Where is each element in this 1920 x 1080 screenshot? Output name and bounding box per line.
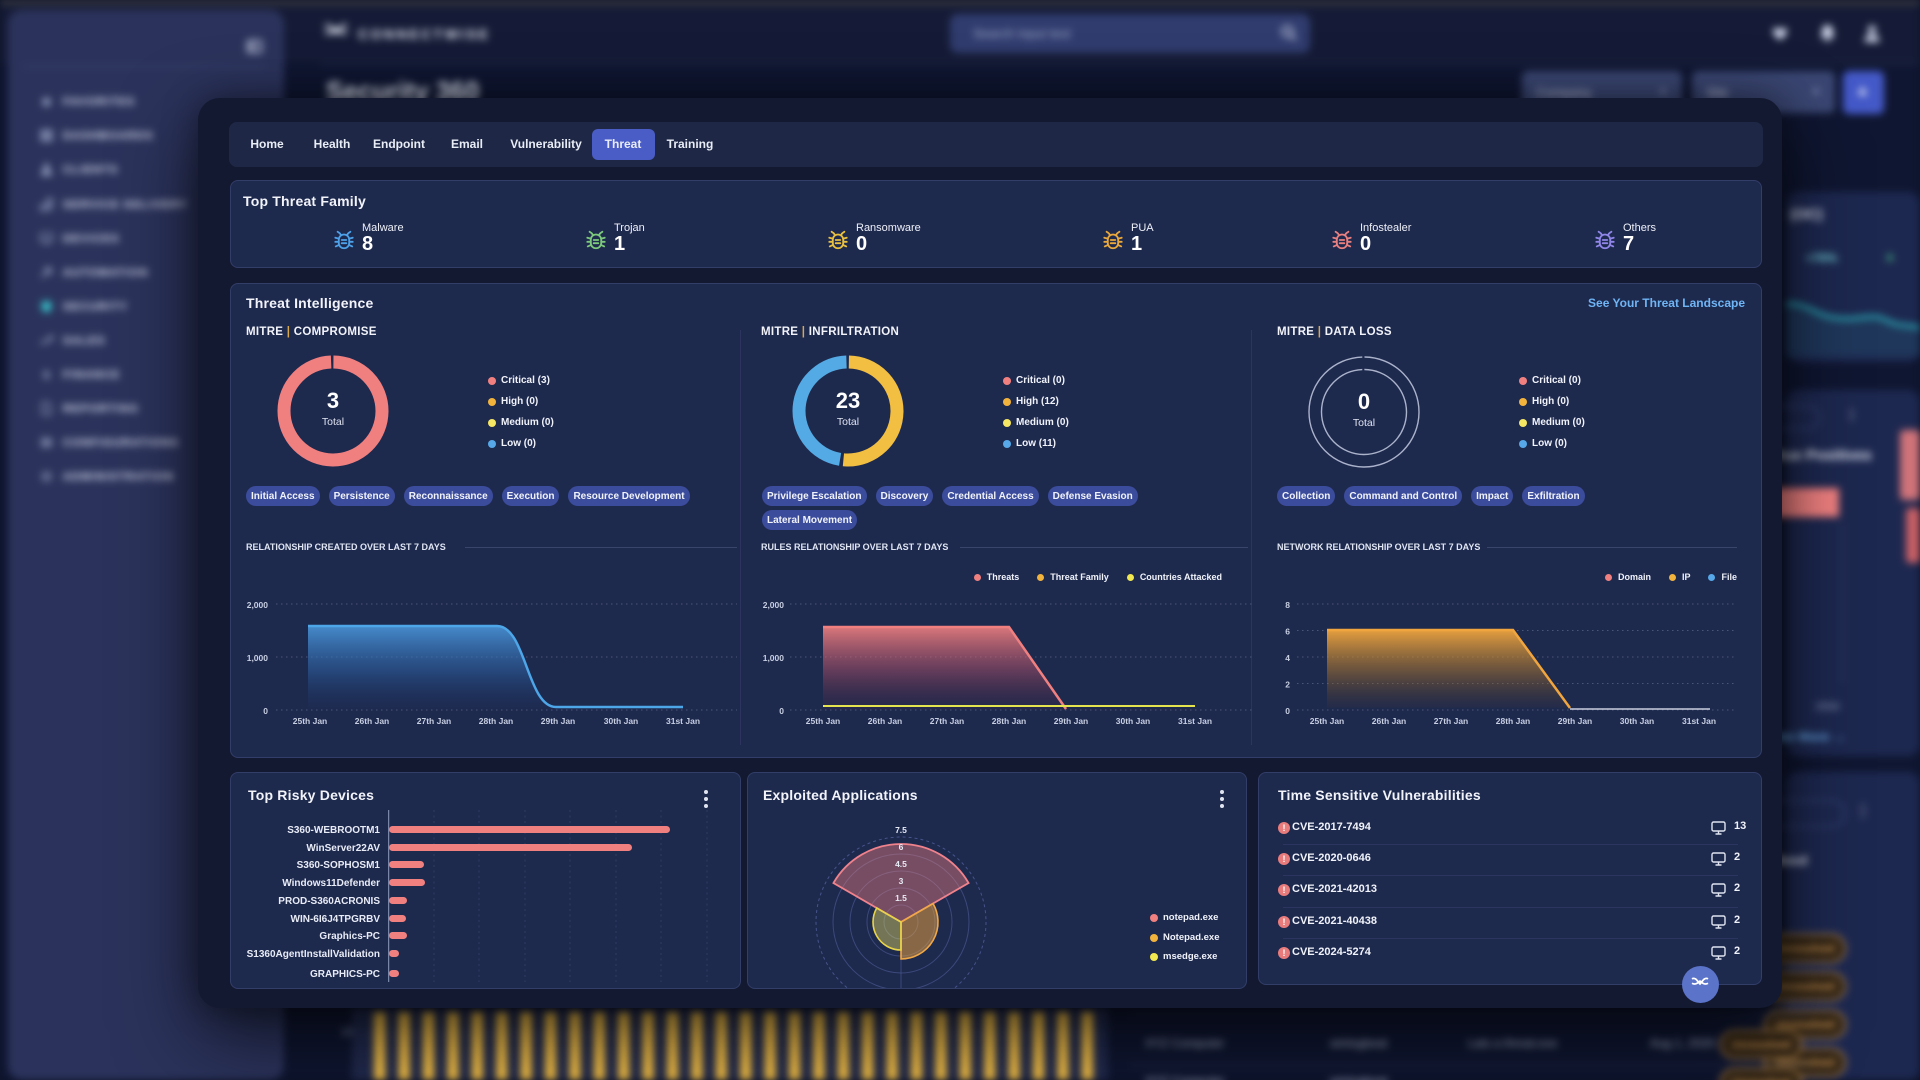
svg-text:31st Jan: 31st Jan: [1682, 716, 1716, 726]
svg-text:27th Jan: 27th Jan: [1434, 716, 1469, 726]
svg-text:1.5: 1.5: [895, 893, 907, 903]
svg-text:4: 4: [1285, 653, 1290, 663]
svg-text:30th Jan: 30th Jan: [604, 716, 639, 726]
svg-text:31st Jan: 31st Jan: [666, 716, 700, 726]
svg-text:0: 0: [779, 706, 784, 716]
svg-text:3: 3: [899, 876, 904, 886]
svg-text:7.5: 7.5: [895, 825, 907, 835]
svg-text:29th Jan: 29th Jan: [1558, 716, 1593, 726]
svg-text:27th Jan: 27th Jan: [417, 716, 452, 726]
svg-text:26th Jan: 26th Jan: [1372, 716, 1407, 726]
svg-text:0: 0: [263, 706, 268, 716]
svg-text:2,000: 2,000: [247, 600, 269, 610]
svg-text:29th Jan: 29th Jan: [1054, 716, 1089, 726]
svg-text:1,000: 1,000: [247, 653, 269, 663]
svg-text:25th Jan: 25th Jan: [806, 716, 841, 726]
svg-text:1,000: 1,000: [763, 653, 785, 663]
svg-text:30th Jan: 30th Jan: [1116, 716, 1151, 726]
svg-text:6: 6: [1285, 627, 1290, 637]
svg-text:26th Jan: 26th Jan: [868, 716, 903, 726]
svg-text:28th Jan: 28th Jan: [992, 716, 1027, 726]
svg-text:2,000: 2,000: [763, 600, 785, 610]
svg-text:4.5: 4.5: [895, 859, 907, 869]
svg-text:29th Jan: 29th Jan: [541, 716, 576, 726]
svg-text:26th Jan: 26th Jan: [355, 716, 390, 726]
svg-text:0: 0: [1285, 706, 1290, 716]
svg-text:25th Jan: 25th Jan: [293, 716, 328, 726]
svg-text:30th Jan: 30th Jan: [1620, 716, 1655, 726]
svg-text:8: 8: [1285, 600, 1290, 610]
svg-text:27th Jan: 27th Jan: [930, 716, 965, 726]
svg-text:28th Jan: 28th Jan: [479, 716, 514, 726]
svg-text:$: $: [43, 370, 50, 381]
svg-text:28th Jan: 28th Jan: [1496, 716, 1531, 726]
svg-text:6: 6: [899, 842, 904, 852]
svg-text:2: 2: [1285, 680, 1290, 690]
svg-text:25th Jan: 25th Jan: [1310, 716, 1345, 726]
svg-text:31st Jan: 31st Jan: [1178, 716, 1212, 726]
